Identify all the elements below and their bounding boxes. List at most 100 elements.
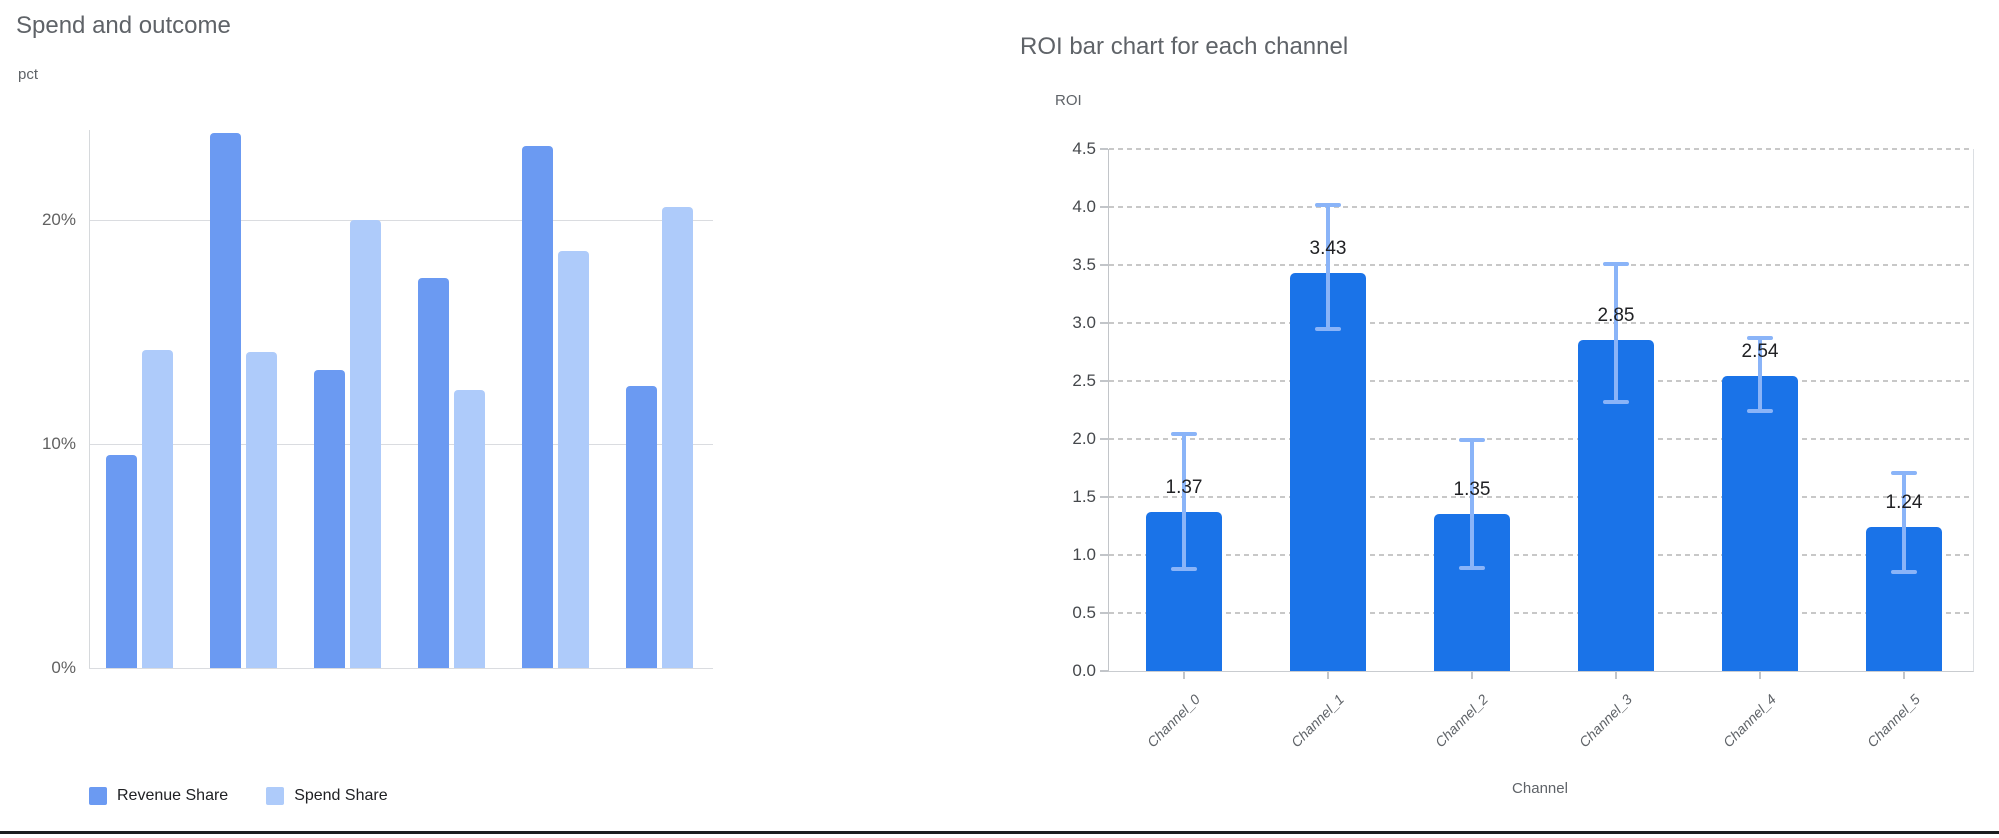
- error-bar-cap-top: [1747, 336, 1773, 340]
- roi-x-axis-title: Channel: [1512, 780, 1568, 797]
- y-tick-mark: [1100, 438, 1108, 440]
- legend-item-spend-share: Spend Share: [266, 787, 388, 805]
- spend-outcome-chart-title: Spend and outcome: [16, 12, 231, 39]
- y-tick-mark: [1100, 322, 1108, 324]
- spend-outcome-plot-area: 0%10%20%Channel_0Channel_1Channel_2Chann…: [0, 0, 810, 838]
- error-bar-line: [1902, 473, 1906, 573]
- x-tick-label: Channel_4: [1720, 691, 1780, 751]
- y-tick-label: 3.5: [1072, 255, 1096, 274]
- legend-item-revenue-share: Revenue Share: [89, 787, 228, 805]
- spend-share-bar: [662, 207, 693, 668]
- x-tick-mark: [1183, 672, 1185, 679]
- plot-frame: [1108, 149, 1974, 672]
- error-bar-cap-top: [1891, 471, 1917, 475]
- gridline-dashed: [1109, 206, 1972, 208]
- roi-chart: ROI bar chart for each channel ROI Chann…: [810, 0, 1999, 838]
- gridline-dashed: [1109, 322, 1972, 324]
- gridline-dashed: [1109, 264, 1972, 266]
- error-bar-cap-top: [1315, 203, 1341, 207]
- y-tick-label: 2.5: [1072, 371, 1096, 390]
- roi-chart-title: ROI bar chart for each channel: [1020, 33, 1349, 60]
- y-tick-mark: [1100, 206, 1108, 208]
- revenue-share-bar: [626, 386, 657, 668]
- gridline-dashed: [1109, 496, 1972, 498]
- gridline-dashed: [1109, 612, 1972, 614]
- error-bar-cap-top: [1459, 438, 1485, 442]
- error-bar-line: [1470, 440, 1474, 568]
- bar-value-label: 1.35: [1453, 479, 1491, 500]
- roi-bar: [1290, 273, 1366, 671]
- revenue-share-swatch: [89, 787, 107, 805]
- y-tick-mark: [1100, 554, 1108, 556]
- error-bar-cap-bottom: [1891, 570, 1917, 574]
- y-tick-label: 1.5: [1072, 487, 1096, 506]
- y-tick-label: 1.0: [1072, 545, 1096, 564]
- y-tick-mark: [1100, 148, 1108, 150]
- error-bar-cap-bottom: [1171, 567, 1197, 571]
- y-tick-label: 20%: [41, 210, 76, 229]
- error-bar-cap-bottom: [1315, 327, 1341, 331]
- spend-share-legend-label: Spend Share: [294, 787, 388, 804]
- y-tick-label: 0%: [51, 658, 76, 677]
- x-tick-mark: [1759, 672, 1761, 679]
- y-tick-mark: [1100, 670, 1108, 672]
- x-tick-mark: [1903, 672, 1905, 679]
- y-tick-mark: [1100, 380, 1108, 382]
- y-tick-mark: [1100, 496, 1108, 498]
- error-bar-cap-bottom: [1459, 566, 1485, 570]
- revenue-share-bar: [106, 455, 137, 668]
- x-tick-label: Channel_0: [1144, 691, 1204, 751]
- error-bar-line: [1614, 264, 1618, 402]
- spend-share-bar: [558, 251, 589, 668]
- roi-bar: [1722, 376, 1798, 671]
- gridline: [89, 444, 713, 445]
- gridline: [89, 668, 713, 669]
- error-bar-cap-top: [1171, 432, 1197, 436]
- revenue-share-bar: [314, 370, 345, 668]
- gridline: [89, 220, 713, 221]
- error-bar-line: [1326, 205, 1330, 329]
- gridline-dashed: [1109, 380, 1972, 382]
- x-tick-mark: [1327, 672, 1329, 679]
- y-tick-label: 2.0: [1072, 429, 1096, 448]
- y-tick-label: 4.5: [1072, 139, 1096, 158]
- y-tick-label: 0.5: [1072, 603, 1096, 622]
- roi-y-axis-label: ROI: [1055, 92, 1082, 109]
- bar-value-label: 2.85: [1597, 305, 1635, 326]
- spend-share-bar: [350, 220, 381, 668]
- x-tick-mark: [1471, 672, 1473, 679]
- revenue-share-bar: [210, 133, 241, 668]
- spend-share-bar: [142, 350, 173, 668]
- error-bar-line: [1182, 434, 1186, 569]
- x-tick-label: Channel_3: [1576, 691, 1636, 751]
- spend-share-bar: [246, 352, 277, 668]
- x-tick-label: Channel_5: [1864, 691, 1924, 751]
- y-tick-label: 3.0: [1072, 313, 1096, 332]
- bar-value-label: 2.54: [1741, 341, 1779, 362]
- gridline-dashed: [1109, 438, 1972, 440]
- revenue-share-bar: [522, 146, 553, 668]
- x-tick-label: Channel_1: [1288, 691, 1348, 751]
- bar-value-label: 3.43: [1309, 238, 1347, 259]
- bottom-divider: [0, 831, 1999, 834]
- spend-outcome-legend: Revenue Share Spend Share: [89, 787, 388, 805]
- error-bar-cap-bottom: [1603, 400, 1629, 404]
- error-bar-cap-top: [1603, 262, 1629, 266]
- spend-share-bar: [454, 390, 485, 668]
- spend-share-swatch: [266, 787, 285, 805]
- y-axis-line: [89, 130, 90, 668]
- error-bar-cap-bottom: [1747, 409, 1773, 413]
- bar-value-label: 1.37: [1165, 477, 1203, 498]
- revenue-share-legend-label: Revenue Share: [117, 787, 229, 804]
- y-tick-mark: [1100, 612, 1108, 614]
- x-tick-label: Channel_2: [1432, 691, 1492, 751]
- gridline-dashed: [1109, 148, 1972, 150]
- error-bar-line: [1758, 338, 1762, 411]
- y-tick-label: 0.0: [1072, 661, 1096, 680]
- gridline-dashed: [1109, 554, 1972, 556]
- y-tick-label: 10%: [41, 434, 76, 453]
- y-tick-mark: [1100, 264, 1108, 266]
- revenue-share-bar: [418, 278, 449, 668]
